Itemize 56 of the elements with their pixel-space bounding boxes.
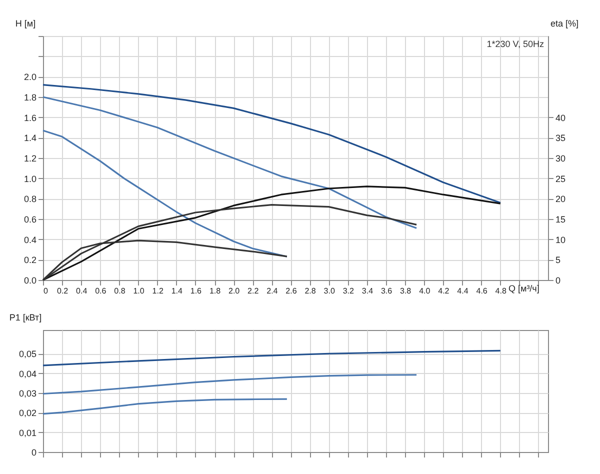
y2-tick-label: 15 <box>556 214 566 224</box>
y2-tick-label: 40 <box>556 112 566 123</box>
y-tick-label: 0.6 <box>24 214 36 224</box>
x-tick-label: 1.2 <box>152 286 164 296</box>
x-tick-label: 2.4 <box>266 286 278 296</box>
y-tick-label: 0.0 <box>24 276 36 286</box>
y-axis-title: H [м] <box>15 18 36 28</box>
x-tick-label: 3.4 <box>362 286 374 296</box>
y-tick-label: 1.2 <box>24 154 36 164</box>
y-tick-label: 1.4 <box>24 133 36 144</box>
x-tick-label: 2.8 <box>304 286 316 296</box>
x-tick-label: 0 <box>44 286 48 296</box>
y2-tick-label: 5 <box>556 255 561 266</box>
x-tick-label: 4.2 <box>438 286 450 296</box>
x-tick-label: 0.8 <box>114 286 126 296</box>
x-tick-label: 1.6 <box>190 286 202 296</box>
x-tick-label: 0.6 <box>95 286 107 296</box>
y-tick-label: 0.2 <box>24 255 36 266</box>
y-axis-title: P1 [кВт] <box>9 312 42 322</box>
x-tick-label: 2.6 <box>286 286 298 296</box>
x-tick-label: 4.0 <box>419 286 431 296</box>
y2-axis-title: eta [%] <box>550 18 579 28</box>
x-tick-label: 3.2 <box>342 286 355 296</box>
y-tick-label: 1.8 <box>24 92 36 102</box>
x-tick-label: 3.0 <box>324 286 336 296</box>
y-tick-label: 0.8 <box>24 194 36 204</box>
y-tick-label: 0,03 <box>18 388 36 398</box>
x-tick-label: 4.6 <box>476 286 488 296</box>
x-tick-label: 3.6 <box>380 286 393 296</box>
x-axis-title: Q [м³/ч] <box>508 284 540 294</box>
y2-tick-label: 20 <box>556 194 566 204</box>
x-tick-label: 1.8 <box>209 286 222 296</box>
y2-tick-label: 0 <box>556 276 561 286</box>
y-tick-label: 0,04 <box>18 368 36 379</box>
x-tick-label: 2.2 <box>248 286 260 296</box>
x-tick-label: 2.0 <box>228 286 240 296</box>
y2-tick-label: 30 <box>556 154 566 164</box>
y-tick-label: 0,02 <box>18 408 36 418</box>
x-tick-label: 4.4 <box>457 286 469 296</box>
x-tick-label: 0.4 <box>76 286 88 296</box>
annotation: 1*230 V, 50Hz <box>486 39 544 49</box>
x-tick-label: 1.0 <box>133 286 145 296</box>
y-tick-label: 0,05 <box>18 349 36 360</box>
x-tick-label: 1.4 <box>171 286 184 296</box>
y-tick-label: 2.0 <box>24 72 36 82</box>
x-tick-label: 4.8 <box>495 286 507 296</box>
y-tick-label: 0,01 <box>18 428 36 438</box>
y-tick-label: 0 <box>31 448 36 458</box>
y-tick-label: 0.4 <box>24 234 36 245</box>
y2-tick-label: 25 <box>556 174 566 184</box>
y-tick-label: 1.6 <box>24 112 36 123</box>
y2-tick-label: 10 <box>556 234 566 245</box>
y2-tick-label: 35 <box>556 133 566 144</box>
x-tick-label: 0.2 <box>56 286 69 296</box>
y-tick-label: 1.0 <box>24 174 36 184</box>
x-tick-label: 3.8 <box>400 286 412 296</box>
